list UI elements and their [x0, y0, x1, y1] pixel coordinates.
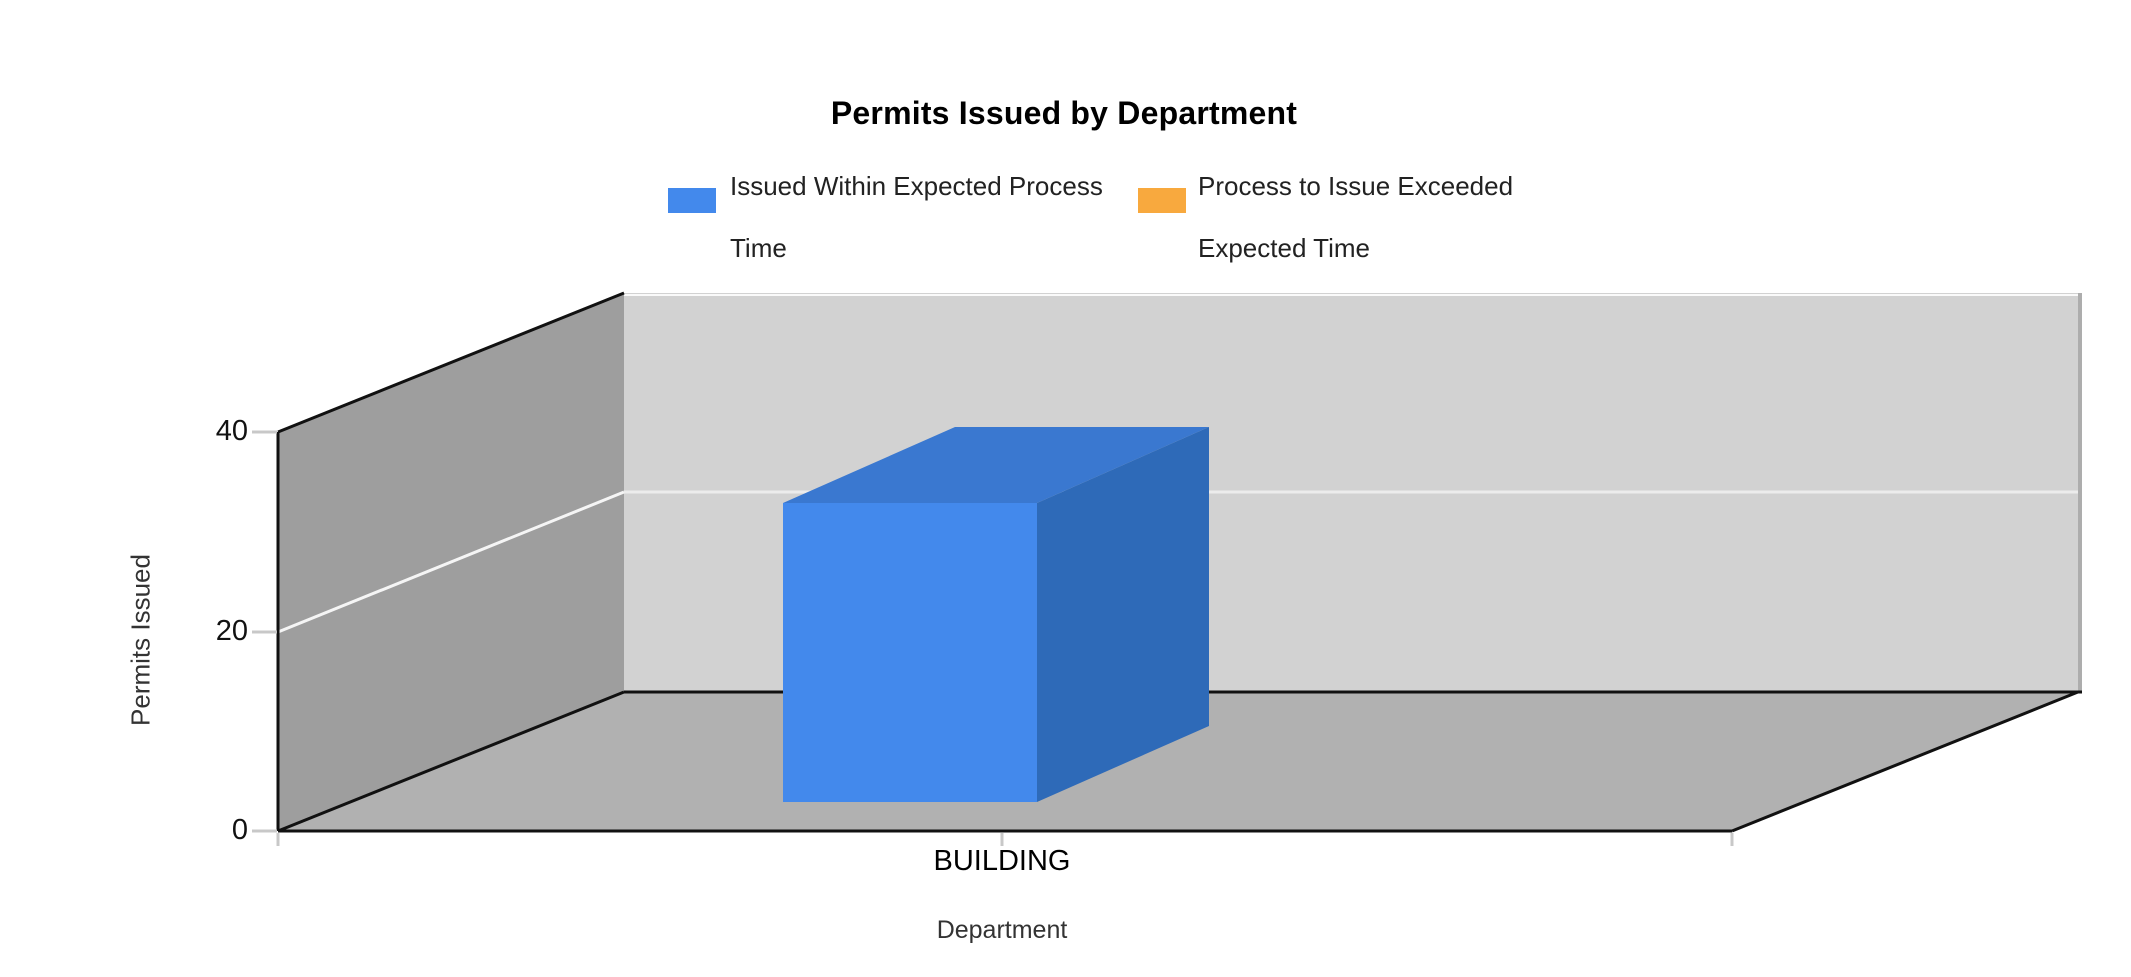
bar-building-issued-within[interactable]: [783, 427, 1209, 802]
legend-swatch-orange: [1138, 188, 1186, 213]
ytick-label-40: 40: [215, 415, 248, 447]
legend-label-line1: Issued Within Expected Process: [730, 171, 1103, 201]
legend-label-line2: Expected Time: [1198, 233, 1370, 263]
edge-floor-right: [1731, 690, 2079, 833]
floor: [278, 692, 2078, 831]
x-category-label-building: BUILDING: [933, 845, 1071, 877]
legend-label-line2: Time: [730, 233, 787, 263]
back-wall-right-edge: [2078, 293, 2082, 692]
legend-label-exceeded: Process to Issue Exceeded Expected Time: [1198, 171, 1618, 264]
legend-label-issued-within: Issued Within Expected Process Time: [730, 171, 1150, 264]
gridline-20-wall: [277, 490, 625, 634]
legend-swatch-blue: [668, 188, 716, 213]
ytick-label-20: 20: [215, 615, 248, 647]
bar-front-face: [783, 503, 1037, 802]
edge-wall-top: [277, 291, 625, 434]
legend-label-line1: Process to Issue Exceeded: [1198, 171, 1514, 201]
bar-top-face: [783, 427, 1209, 503]
x-axis-title: Department: [936, 916, 1068, 944]
edge-wall-floor: [277, 690, 625, 833]
bar-side-face: [1037, 427, 1209, 802]
ytick-label-0: 0: [231, 814, 248, 846]
y-axis-title: Permits Issued: [125, 554, 156, 726]
chart-title: Permits Issued by Department: [830, 95, 1298, 131]
